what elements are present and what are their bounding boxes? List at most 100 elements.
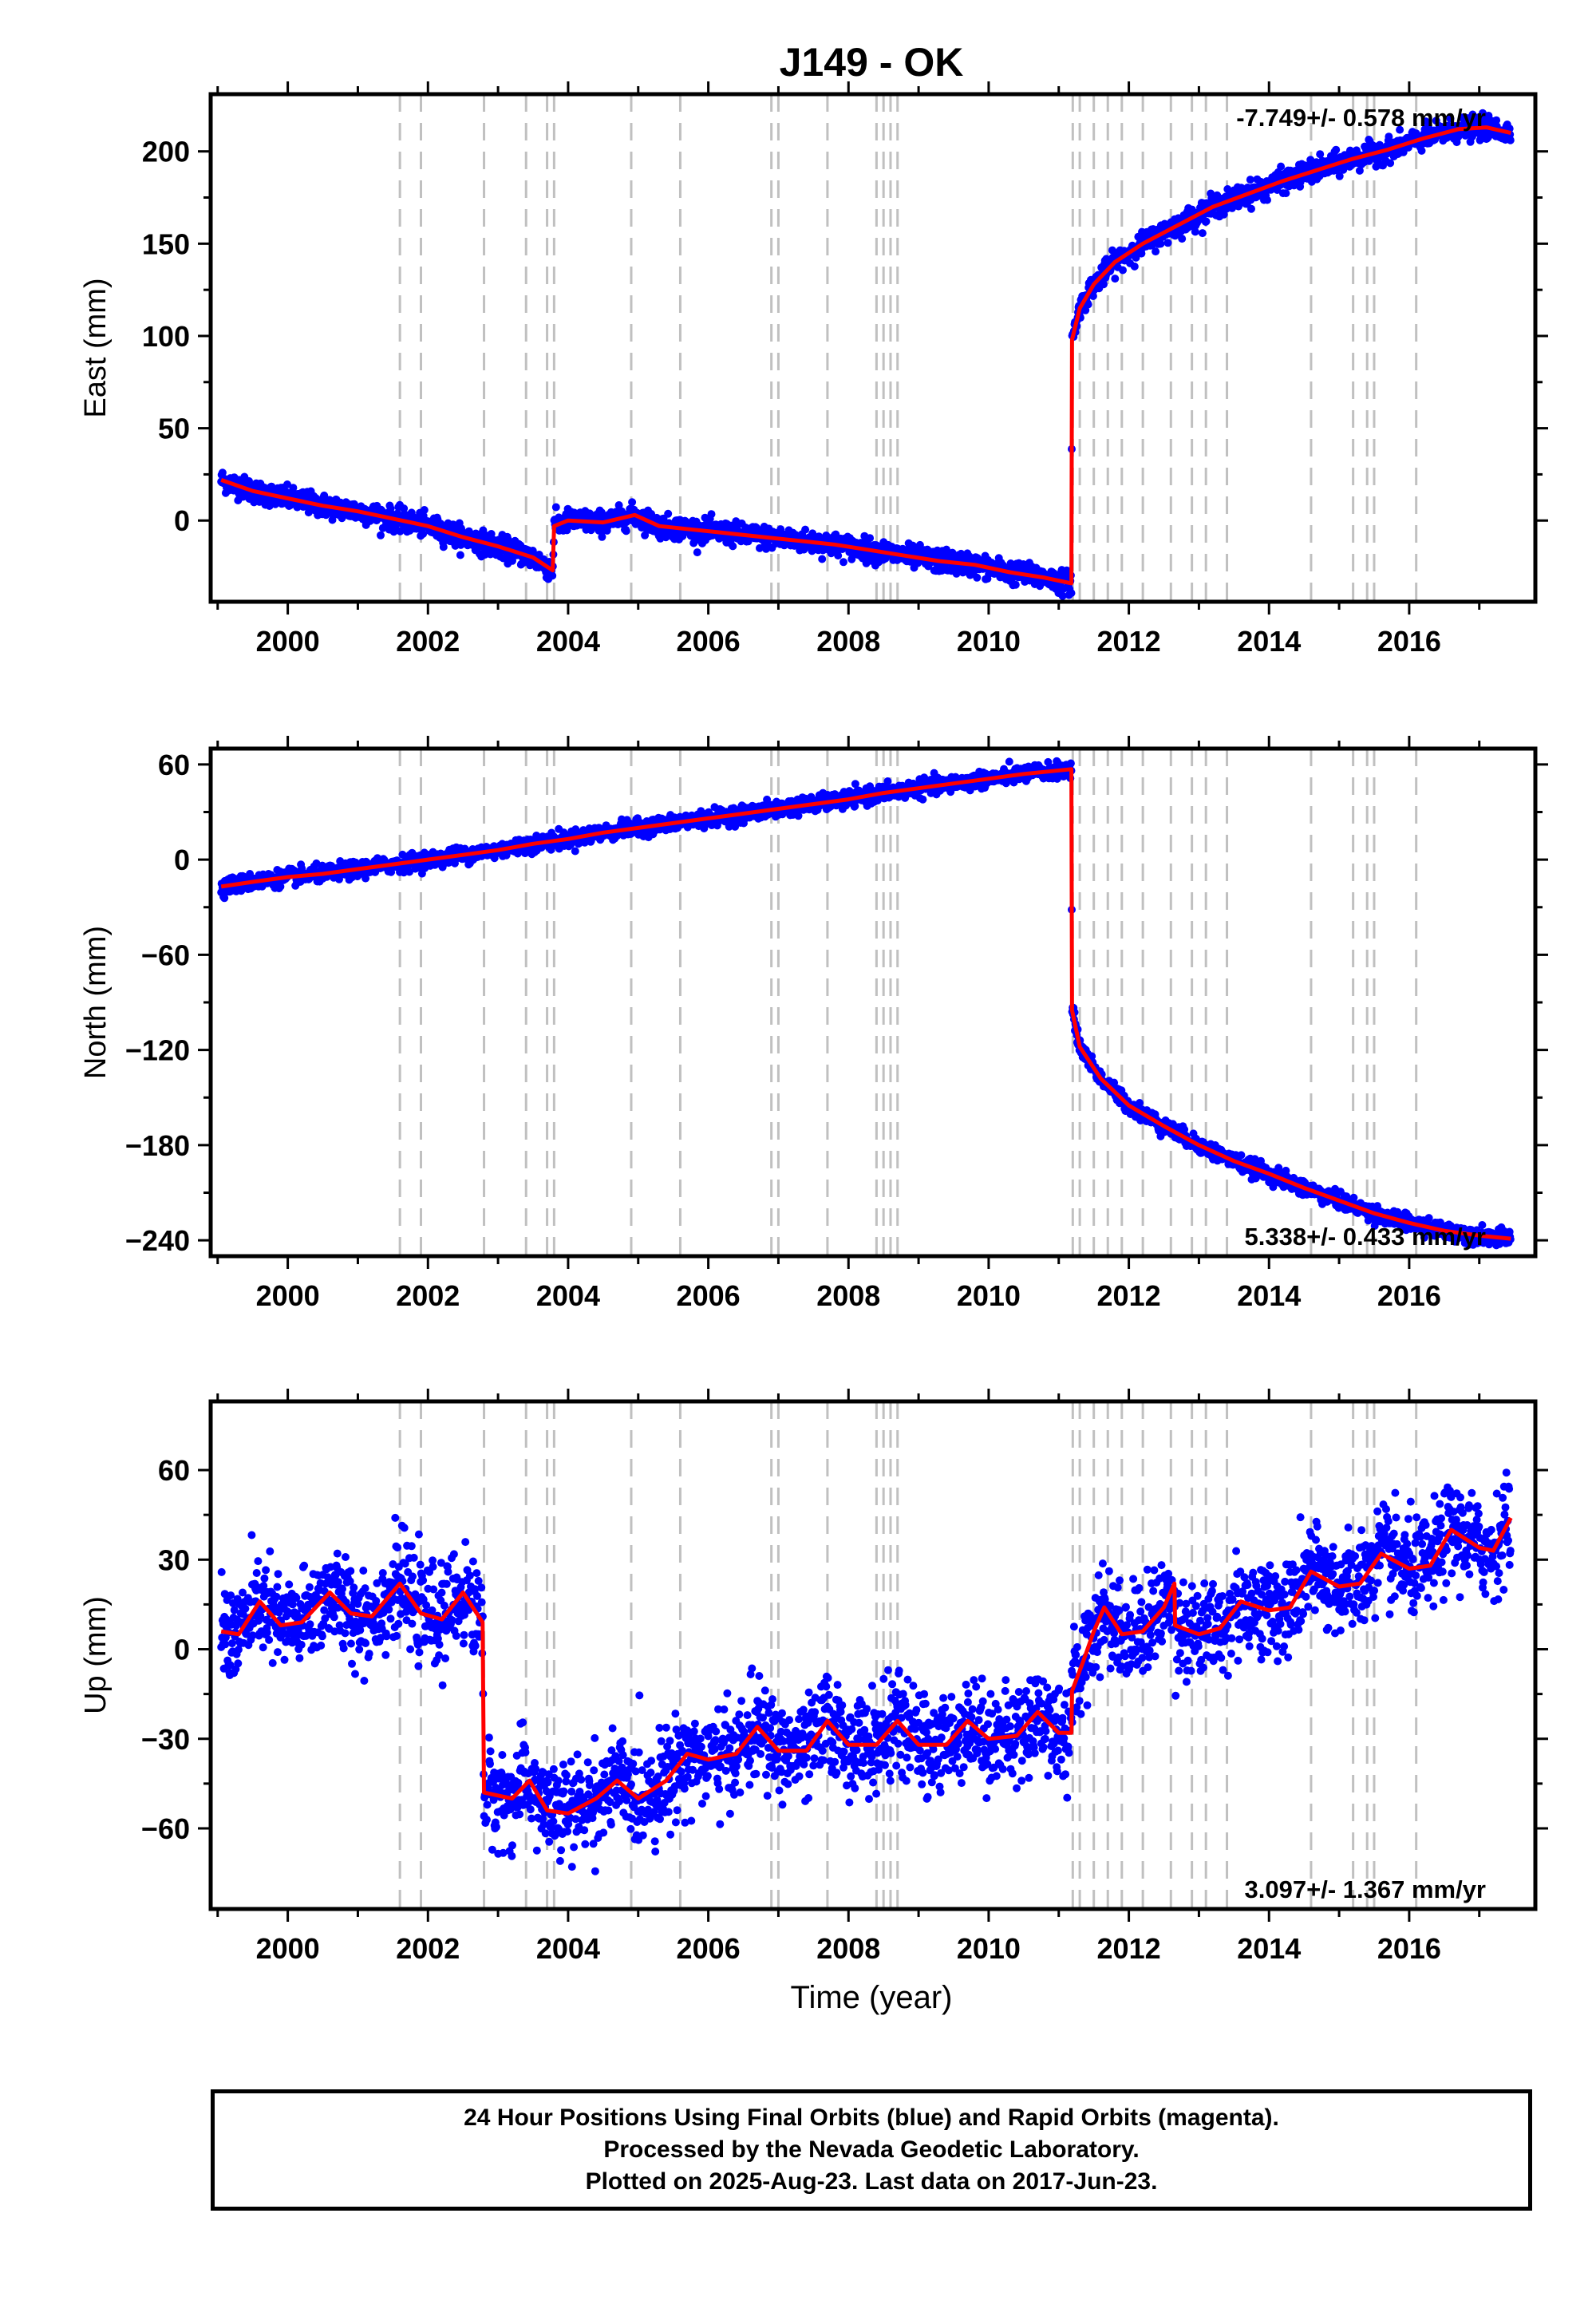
data-point — [571, 847, 579, 856]
x-tick-label: 2006 — [677, 625, 741, 658]
data-point — [1111, 275, 1120, 283]
data-point — [1506, 136, 1515, 144]
x-tick-label: 2008 — [816, 625, 880, 658]
data-point — [1130, 262, 1139, 271]
data-point — [1246, 176, 1254, 184]
data-point — [377, 531, 385, 539]
x-tick-label: 2002 — [396, 625, 460, 658]
x-tick-label: 2000 — [256, 625, 320, 658]
data-point — [283, 480, 291, 488]
data-point — [1152, 247, 1160, 256]
data-point — [320, 491, 329, 500]
data-point — [419, 530, 428, 538]
data-point — [1247, 204, 1255, 213]
data-point — [664, 509, 673, 518]
y-tick-label: 200 — [142, 136, 190, 168]
data-point — [1011, 580, 1020, 589]
data-point — [1335, 172, 1344, 180]
data-point — [508, 556, 516, 565]
data-point — [1137, 249, 1146, 258]
y-tick-label: 50 — [158, 413, 190, 445]
data-point — [647, 510, 656, 518]
plot-area — [217, 749, 1515, 1256]
panel-1: 2000 2002 2004 2006 2008 2010 2012 2014 20160501… — [79, 81, 1548, 658]
data-point — [801, 525, 810, 534]
data-point — [1417, 146, 1426, 155]
data-point — [1446, 114, 1455, 123]
data-point — [1084, 300, 1092, 309]
data-point — [1492, 116, 1501, 124]
data-point — [1202, 217, 1211, 226]
data-points — [217, 109, 1515, 600]
data-point — [405, 868, 413, 876]
x-tick-label: 2010 — [957, 625, 1021, 658]
data-point — [1332, 145, 1341, 154]
data-point — [707, 510, 716, 519]
panel-2: 2000 2002 2004 2006 2008 2010 2012 2014 2016600−… — [79, 736, 1548, 1312]
data-point — [1277, 162, 1286, 171]
x-tick-label: 2004 — [536, 625, 600, 658]
data-point — [1005, 757, 1013, 766]
data-points — [217, 757, 1515, 1250]
data-point — [400, 504, 409, 513]
x-tick-label: 2016 — [1377, 625, 1441, 658]
data-point — [1110, 1078, 1119, 1087]
data-point — [1119, 266, 1127, 275]
data-point — [598, 532, 606, 541]
y-tick-label: 0 — [174, 504, 190, 537]
data-point — [918, 795, 927, 804]
data-point — [1316, 150, 1325, 159]
data-point — [499, 554, 508, 563]
data-point — [1067, 589, 1076, 598]
plot-frame — [208, 92, 1538, 604]
data-point — [794, 812, 803, 820]
data-point — [1100, 280, 1108, 289]
data-point — [641, 531, 650, 539]
data-point — [420, 506, 429, 514]
data-point — [220, 894, 229, 903]
data-point — [1191, 227, 1199, 236]
data-point — [1365, 156, 1373, 165]
data-point — [218, 468, 227, 477]
data-point — [827, 549, 836, 558]
data-point — [548, 571, 557, 580]
data-point — [1282, 189, 1290, 198]
data-point — [818, 555, 827, 563]
data-point — [1355, 166, 1364, 175]
data-point — [1386, 159, 1395, 168]
data-point — [851, 780, 859, 788]
data-point — [1088, 292, 1097, 300]
data-point — [776, 525, 785, 534]
data-point — [1156, 239, 1165, 248]
data-point — [289, 484, 298, 492]
y-axis-label: East (mm) — [79, 278, 113, 417]
data-point — [915, 540, 924, 549]
data-point — [361, 874, 370, 883]
data-point — [883, 777, 892, 785]
data-point — [973, 573, 982, 582]
data-point — [1136, 1099, 1144, 1107]
data-point — [693, 548, 701, 557]
data-point — [1058, 591, 1067, 600]
data-point — [1066, 759, 1075, 768]
figure-title: J149 - OK — [780, 40, 964, 85]
data-point — [439, 543, 448, 551]
data-point — [622, 527, 630, 536]
data-point — [1163, 239, 1172, 247]
data-point — [1396, 125, 1404, 134]
data-point — [729, 542, 737, 551]
data-point — [851, 802, 859, 810]
data-point — [551, 503, 560, 512]
data-point — [1178, 235, 1187, 243]
plot-area — [217, 94, 1515, 602]
model-line — [220, 125, 1511, 586]
data-point — [456, 551, 464, 559]
data-point — [1468, 110, 1477, 119]
x-tick-label: 2014 — [1237, 625, 1301, 658]
data-point — [1198, 229, 1207, 238]
x-tick-label: 2012 — [1097, 625, 1161, 658]
data-point — [1385, 132, 1393, 141]
data-point — [628, 498, 637, 507]
data-point — [1088, 1052, 1096, 1061]
